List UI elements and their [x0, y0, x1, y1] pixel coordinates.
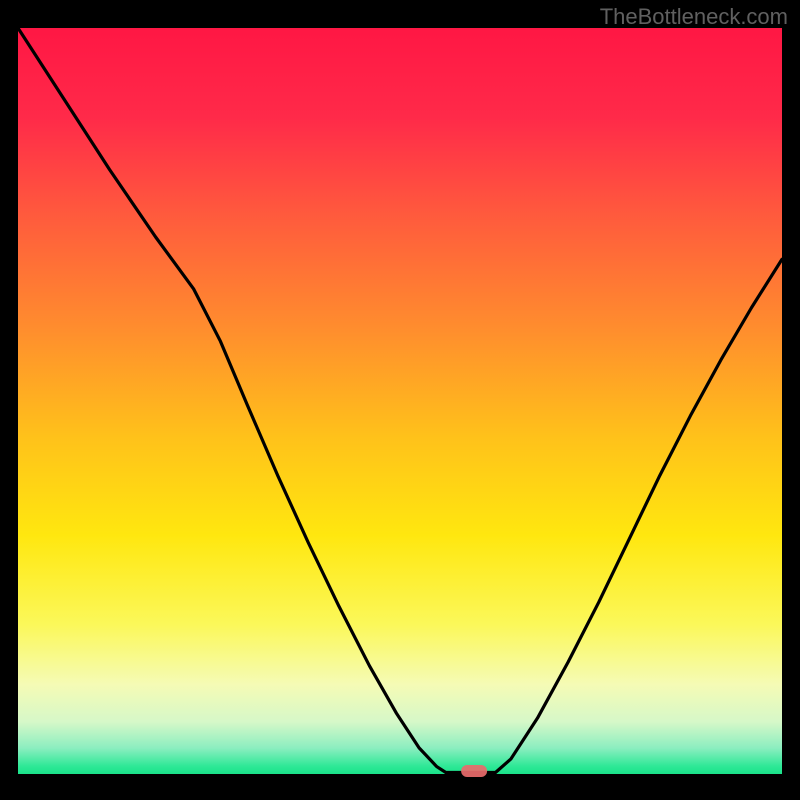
bottleneck-chart [0, 0, 800, 800]
chart-background [18, 28, 782, 774]
optimal-marker [461, 765, 487, 777]
watermark-text: TheBottleneck.com [600, 4, 788, 30]
